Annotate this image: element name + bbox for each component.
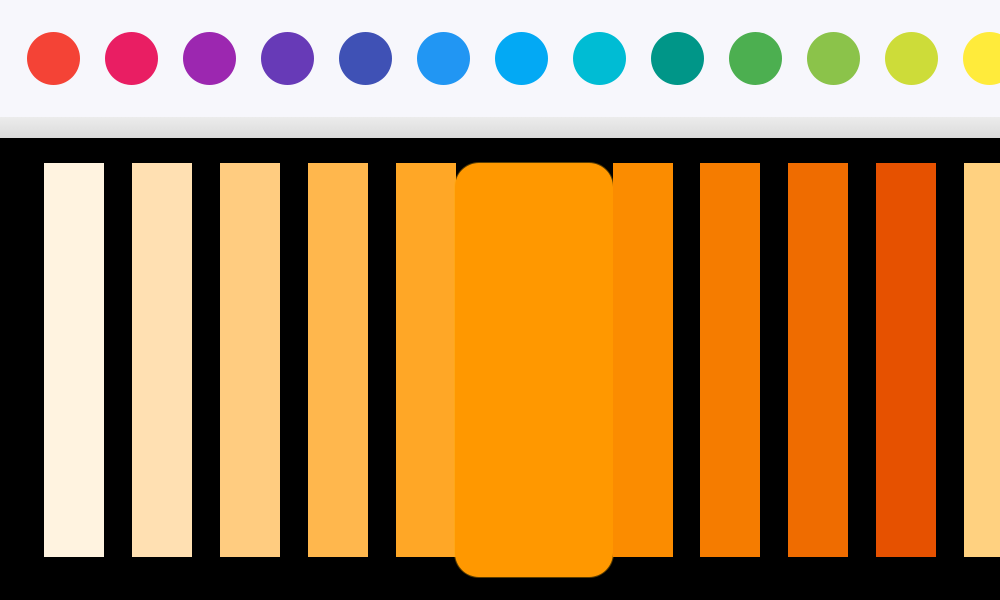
- hue-swatch-purple[interactable]: [183, 32, 236, 85]
- shade-swatch-orange-200[interactable]: [220, 163, 280, 557]
- shade-swatch-orange-600[interactable]: [613, 163, 673, 557]
- shade-palette-panel: [0, 138, 1000, 600]
- hue-swatch-blue[interactable]: [417, 32, 470, 85]
- shade-swatch-orange-50[interactable]: [44, 163, 104, 557]
- shade-swatch-orange-800[interactable]: [788, 163, 848, 557]
- shade-swatch-orange-a100[interactable]: [964, 163, 1000, 557]
- hue-swatch-light-blue[interactable]: [495, 32, 548, 85]
- shade-swatch-orange-500-selected[interactable]: [455, 163, 613, 577]
- hue-swatch-deep-purple[interactable]: [261, 32, 314, 85]
- shade-swatch-orange-900[interactable]: [876, 163, 936, 557]
- hue-swatch-teal[interactable]: [651, 32, 704, 85]
- shade-swatch-orange-300[interactable]: [308, 163, 368, 557]
- hue-swatch-cyan[interactable]: [573, 32, 626, 85]
- shade-swatch-orange-400[interactable]: [396, 163, 456, 557]
- hue-palette-bar: [0, 0, 1000, 117]
- hue-swatch-green[interactable]: [729, 32, 782, 85]
- hue-swatch-red[interactable]: [27, 32, 80, 85]
- hue-swatch-indigo[interactable]: [339, 32, 392, 85]
- panel-divider: [0, 117, 1000, 138]
- hue-swatch-pink[interactable]: [105, 32, 158, 85]
- shade-swatch-orange-700[interactable]: [700, 163, 760, 557]
- hue-swatch-lime[interactable]: [885, 32, 938, 85]
- hue-swatch-yellow[interactable]: [963, 32, 1000, 85]
- hue-swatch-light-green[interactable]: [807, 32, 860, 85]
- shade-swatch-orange-100[interactable]: [132, 163, 192, 557]
